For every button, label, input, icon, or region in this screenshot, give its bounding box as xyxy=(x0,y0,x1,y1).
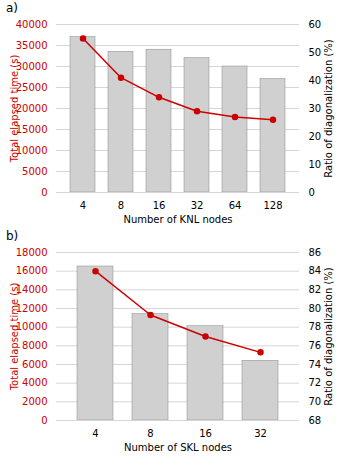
svg-text:6000: 6000 xyxy=(22,359,47,370)
svg-text:78: 78 xyxy=(309,321,322,332)
svg-text:Total elapsed time (s): Total elapsed time (s) xyxy=(9,55,20,164)
svg-text:84: 84 xyxy=(309,265,322,276)
svg-text:50: 50 xyxy=(309,47,322,58)
svg-text:4: 4 xyxy=(80,200,86,211)
svg-text:0: 0 xyxy=(41,415,47,426)
svg-text:8000: 8000 xyxy=(22,340,47,351)
svg-text:25000: 25000 xyxy=(16,82,48,93)
svg-text:4000: 4000 xyxy=(22,377,47,388)
svg-text:14000: 14000 xyxy=(16,284,48,295)
svg-text:Number of SKL nodes: Number of SKL nodes xyxy=(124,442,232,453)
svg-text:70: 70 xyxy=(309,396,322,407)
svg-text:2000: 2000 xyxy=(22,396,47,407)
svg-text:16: 16 xyxy=(153,200,166,211)
svg-text:64: 64 xyxy=(229,200,242,211)
svg-text:5000: 5000 xyxy=(22,166,47,177)
svg-text:8: 8 xyxy=(118,200,124,211)
svg-text:0: 0 xyxy=(41,187,47,198)
svg-text:40000: 40000 xyxy=(16,19,48,30)
html-text:a): a) xyxy=(6,1,18,15)
svg-text:8: 8 xyxy=(147,428,153,439)
svg-text:30000: 30000 xyxy=(16,61,48,72)
svg-text:16000: 16000 xyxy=(16,265,48,276)
svg-text:Ratio of diagonalization (%): Ratio of diagonalization (%) xyxy=(323,267,334,406)
svg-text:40: 40 xyxy=(309,75,322,86)
svg-text:60: 60 xyxy=(309,19,322,30)
svg-text:18000: 18000 xyxy=(16,247,48,258)
svg-text:15000: 15000 xyxy=(16,124,48,135)
svg-text:72: 72 xyxy=(309,377,322,388)
svg-text:20: 20 xyxy=(309,131,322,142)
svg-text:82: 82 xyxy=(309,284,322,295)
svg-text:10000: 10000 xyxy=(16,145,48,156)
svg-text:12000: 12000 xyxy=(16,303,48,314)
svg-text:4: 4 xyxy=(92,428,98,439)
svg-text:0: 0 xyxy=(309,187,315,198)
svg-text:10000: 10000 xyxy=(16,321,48,332)
svg-text:Number of KNL nodes: Number of KNL nodes xyxy=(123,214,232,225)
svg-text:10: 10 xyxy=(309,159,322,170)
svg-text:Total elapsed time (s): Total elapsed time (s) xyxy=(9,283,20,392)
svg-text:20000: 20000 xyxy=(16,103,48,114)
svg-text:80: 80 xyxy=(309,303,322,314)
svg-text:74: 74 xyxy=(309,359,322,370)
svg-text:16: 16 xyxy=(199,428,212,439)
html-text:b): b) xyxy=(6,229,19,243)
svg-text:76: 76 xyxy=(309,340,322,351)
svg-text:32: 32 xyxy=(191,200,204,211)
svg-text:30: 30 xyxy=(309,103,322,114)
svg-text:128: 128 xyxy=(263,200,282,211)
svg-text:35000: 35000 xyxy=(16,40,48,51)
svg-text:86: 86 xyxy=(309,247,322,258)
svg-text:Ratio of diagonalization (%): Ratio of diagonalization (%) xyxy=(323,39,334,178)
svg-text:32: 32 xyxy=(254,428,267,439)
svg-text:68: 68 xyxy=(309,415,322,426)
